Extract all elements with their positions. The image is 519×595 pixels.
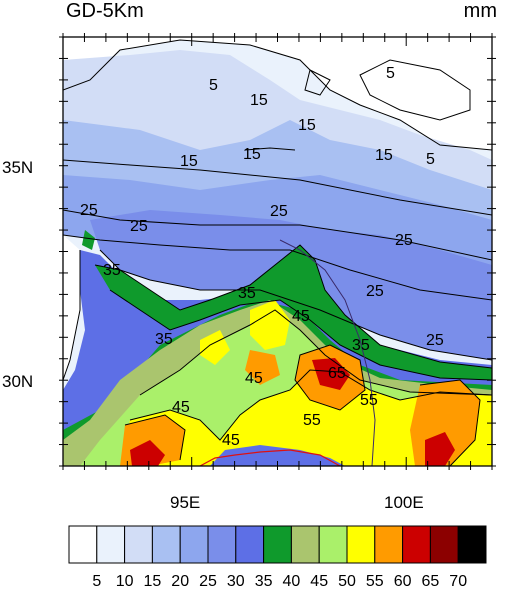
colorbar-swatch	[68, 525, 98, 564]
contour-label: 15	[250, 92, 268, 109]
colorbar-swatch	[374, 525, 404, 564]
lon-label-100e: 100E	[384, 493, 424, 512]
contour-label: 25	[270, 203, 288, 220]
contour-label: 25	[130, 218, 148, 235]
colorbar-level-label: 25	[199, 573, 217, 590]
colorbar-level-label: 50	[338, 573, 356, 590]
units-label: mm	[463, 0, 497, 22]
colorbar-level-label: 10	[115, 573, 134, 590]
contour-label: 25	[366, 283, 384, 300]
contour-label: 5	[209, 77, 218, 94]
colorbar-level-label: 70	[449, 573, 468, 590]
contour-label: 5	[426, 151, 435, 168]
contour-label: 55	[360, 392, 378, 409]
contour-fill-layer	[63, 37, 492, 466]
colorbar-level-label: 20	[171, 573, 190, 590]
colorbar-swatch	[346, 525, 376, 564]
colorbar-swatch	[290, 525, 320, 564]
contour-label: 35	[352, 337, 370, 354]
colorbar-level-label: 55	[365, 573, 384, 590]
colorbar-swatch	[457, 525, 487, 564]
contour-label: 15	[298, 117, 316, 134]
contour-label: 45	[172, 399, 190, 416]
colorbar-swatch	[96, 525, 126, 564]
contour-label: 35	[103, 262, 121, 279]
contour-label: 65	[328, 365, 346, 382]
colorbar-level-label: 40	[282, 573, 301, 590]
colorbar-swatch	[207, 525, 237, 564]
lat-label-30n: 30N	[2, 372, 34, 391]
colorbar-swatch	[429, 525, 459, 564]
colorbar-swatch	[263, 525, 292, 564]
contour-label: 25	[395, 232, 413, 249]
colorbar-swatch	[402, 525, 431, 564]
colorbar-level-label: 35	[254, 573, 273, 590]
contour-label: 25	[80, 202, 98, 219]
colorbar	[68, 525, 487, 564]
colorbar-level-label: 45	[310, 573, 329, 590]
contour-label: 5	[386, 65, 395, 82]
contour-label: 15	[375, 147, 393, 164]
colorbar-swatch	[235, 525, 265, 564]
colorbar-level-label: 15	[143, 573, 162, 590]
contour-label: 35	[238, 285, 256, 302]
lon-label-95e: 95E	[170, 493, 201, 512]
lat-label-35n: 35N	[2, 158, 34, 177]
axis-ticks	[59, 33, 496, 470]
contour-label: 25	[426, 332, 444, 349]
colorbar-swatch	[179, 525, 209, 564]
colorbar-swatch	[318, 525, 348, 564]
contour-label: 45	[292, 308, 310, 325]
contour-label: 45	[245, 370, 263, 387]
colorbar-level-label: 30	[226, 573, 245, 590]
contour-label-layer: 5 15 15 5 15 15 5 15 25 25 25 25 25 35 3…	[80, 65, 444, 449]
colorbar-swatch	[124, 525, 153, 564]
colorbar-swatch	[151, 525, 181, 564]
contour-label: 15	[243, 146, 261, 163]
contour-label: 35	[155, 331, 173, 348]
map-title: GD-5Km	[66, 0, 144, 22]
colorbar-level-label: 5	[92, 573, 102, 590]
contour-label: 45	[222, 432, 240, 449]
colorbar-level-label: 60	[393, 573, 412, 590]
contour-label: 55	[303, 412, 321, 429]
contour-label: 15	[180, 153, 198, 170]
colorbar-level-label: 65	[421, 573, 440, 590]
